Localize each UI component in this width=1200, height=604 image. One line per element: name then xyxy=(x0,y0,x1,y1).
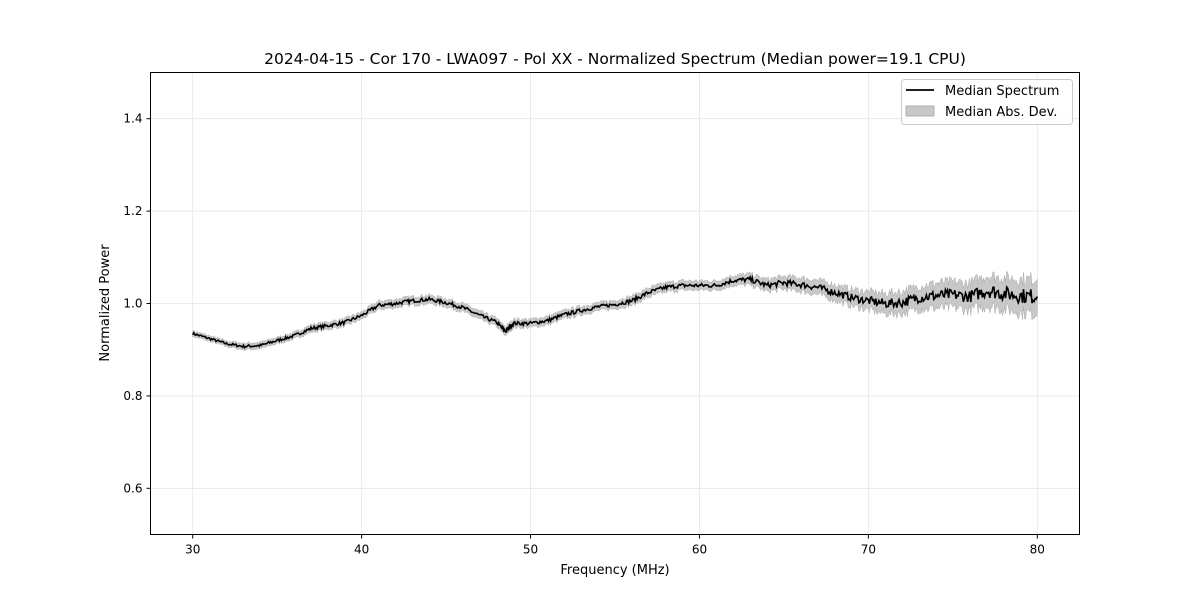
y-tick-label: 1.2 xyxy=(123,204,142,218)
x-tick-label: 40 xyxy=(354,543,369,557)
y-tick-label: 1.4 xyxy=(123,112,142,126)
x-tick-label: 70 xyxy=(861,543,876,557)
mad-band-area xyxy=(193,271,1038,351)
legend-mad-swatch xyxy=(906,106,934,116)
y-tick-label: 0.6 xyxy=(123,481,142,495)
axis-ticks: 30 40 50 60 70 80 0.6 0.8 1.0 1.2 1.4 xyxy=(123,112,1045,557)
x-tick-label: 50 xyxy=(523,543,538,557)
mad-band xyxy=(193,271,1038,351)
y-axis-label: Normalized Power xyxy=(98,244,113,362)
x-axis-label: Frequency (MHz) xyxy=(560,563,669,578)
x-tick-label: 30 xyxy=(185,543,200,557)
chart-title: 2024-04-15 - Cor 170 - LWA097 - Pol XX -… xyxy=(264,50,966,68)
legend: Median Spectrum Median Abs. Dev. xyxy=(902,80,1073,125)
legend-median-label: Median Spectrum xyxy=(945,84,1059,99)
x-tick-label: 60 xyxy=(692,543,707,557)
y-tick-label: 0.8 xyxy=(123,389,142,403)
legend-mad-label: Median Abs. Dev. xyxy=(945,105,1057,120)
y-tick-label: 1.0 xyxy=(123,297,142,311)
x-tick-label: 80 xyxy=(1030,543,1045,557)
